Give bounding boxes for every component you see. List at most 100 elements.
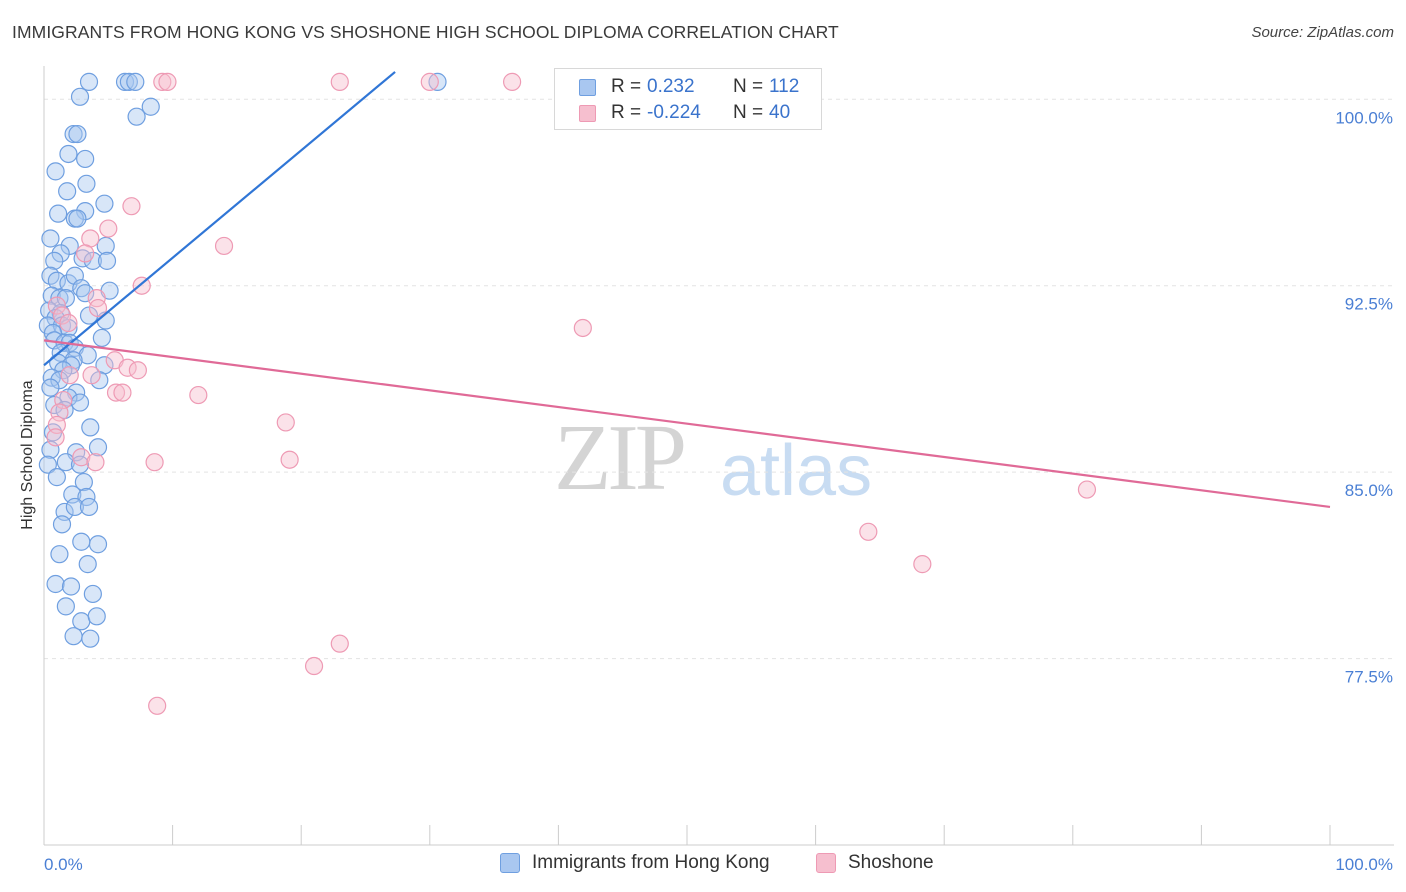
trend-line [43, 71, 396, 367]
data-point [76, 149, 95, 169]
data-point [70, 455, 90, 474]
legend-label-hong-kong: Immigrants from Hong Kong [532, 852, 770, 873]
data-point [141, 97, 160, 116]
data-point [99, 219, 118, 238]
data-point [64, 627, 83, 646]
data-point [59, 144, 78, 164]
data-point [50, 545, 69, 564]
x-tick-label-min: 0.0% [44, 855, 83, 874]
data-point [145, 453, 164, 472]
legend-n-value: 112 [769, 76, 800, 97]
data-point [46, 428, 65, 447]
data-point [573, 318, 592, 338]
data-point [52, 306, 72, 325]
data-point [59, 313, 78, 333]
axes [43, 66, 1394, 846]
data-point [74, 472, 93, 492]
data-point [106, 383, 126, 402]
data-point [148, 696, 167, 715]
data-point [859, 522, 878, 541]
data-point [46, 574, 65, 594]
data-point [420, 72, 439, 91]
y-tick-label: 100.0% [1335, 108, 1393, 127]
data-point [78, 555, 97, 574]
data-point [913, 555, 932, 574]
trend-line [43, 339, 1331, 509]
data-point [79, 497, 99, 517]
data-point [72, 612, 91, 631]
data-point [68, 124, 87, 144]
data-point [153, 72, 172, 91]
data-point [214, 236, 234, 256]
x-tick-label-max: 100.0% [1335, 855, 1393, 874]
data-point [280, 450, 299, 469]
data-point [189, 385, 208, 405]
data-point [76, 244, 95, 263]
grid-lines [44, 98, 1394, 660]
legend-n-label: N = [733, 76, 764, 97]
data-point [45, 251, 64, 270]
legend-row-shoshone: R = -0.224 N = 40 [555, 100, 821, 126]
data-point [88, 438, 108, 457]
data-point [76, 284, 95, 303]
legend-swatch-blue [579, 79, 596, 96]
data-point [82, 366, 101, 385]
data-point [503, 72, 522, 91]
legend-row-hong-kong: R = 0.232 N = 112 [555, 74, 821, 100]
data-point [122, 197, 141, 216]
trend-lines [43, 71, 1331, 509]
data-point [60, 366, 79, 385]
watermark-zip: ZIP [554, 406, 687, 510]
data-point [1077, 480, 1097, 499]
data-point [128, 361, 147, 380]
legend-r-label: R = [611, 76, 642, 97]
legend-swatch-pink [816, 853, 836, 873]
data-point [72, 532, 91, 551]
data-point [72, 448, 91, 467]
data-point [83, 584, 102, 604]
legend-item-shoshone[interactable]: Shoshone [816, 852, 934, 874]
data-point [88, 535, 108, 554]
legend-r-label: R = [611, 102, 642, 123]
chart-title: IMMIGRANTS FROM HONG KONG VS SHOSHONE HI… [12, 22, 839, 42]
legend-swatch-pink [579, 105, 596, 122]
data-point [77, 174, 96, 193]
y-tick-label: 85.0% [1345, 481, 1393, 500]
data-point [47, 468, 66, 487]
legend-r-value: 0.232 [647, 76, 695, 97]
data-point [70, 393, 90, 412]
data-point [58, 182, 77, 201]
data-point [113, 383, 132, 402]
data-point [51, 244, 70, 263]
data-point [96, 236, 115, 256]
tick-labels: 100.0% 92.5% 85.0% 77.5% 0.0% 100.0% [44, 108, 1393, 874]
data-point [41, 229, 60, 248]
data-point [158, 72, 177, 91]
data-point [81, 629, 100, 648]
data-point [79, 72, 99, 91]
data-point [83, 251, 102, 270]
data-point [127, 107, 146, 126]
data-point [88, 298, 108, 318]
data-point [119, 72, 138, 91]
source-label: Source: ZipAtlas.com [1251, 24, 1394, 41]
legend-item-hong-kong[interactable]: Immigrants from Hong Kong [500, 852, 770, 874]
y-tick-label: 92.5% [1345, 295, 1393, 314]
data-point [276, 413, 295, 432]
data-point [330, 72, 349, 91]
data-point [115, 72, 135, 91]
legend-label-shoshone: Shoshone [848, 852, 934, 873]
data-point [41, 378, 60, 397]
data-point [46, 162, 65, 181]
data-point [47, 296, 66, 315]
data-point [70, 87, 90, 106]
data-point [81, 418, 100, 437]
data-point [428, 72, 447, 91]
data-point [330, 634, 349, 653]
legend-swatch-blue [500, 853, 520, 873]
data-point [52, 515, 72, 534]
data-point [56, 597, 75, 616]
data-point [95, 194, 114, 213]
correlation-legend: R = 0.232 N = 112 R = -0.224 N = 40 [554, 68, 822, 130]
